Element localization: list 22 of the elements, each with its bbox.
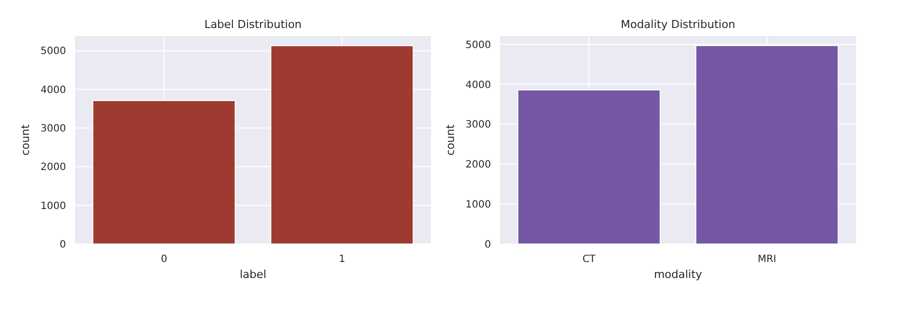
y-tick-label: 4000 bbox=[40, 84, 66, 96]
y-tick-label: 3000 bbox=[466, 120, 491, 131]
y-tick-label: 0 bbox=[484, 240, 491, 250]
y-tick-label: 0 bbox=[60, 240, 66, 250]
x-axis-title: label bbox=[240, 268, 266, 281]
x-axis-title: modality bbox=[654, 268, 703, 281]
x-tick-label: MRI bbox=[758, 254, 776, 265]
x-tick-label: 0 bbox=[160, 254, 168, 265]
chart-title: Label Distribution bbox=[204, 18, 302, 31]
y-tick-label: 4000 bbox=[466, 80, 491, 91]
y-tick-label: 2000 bbox=[40, 162, 66, 174]
y-axis-title: count bbox=[19, 124, 32, 156]
y-tick-label: 3000 bbox=[40, 124, 66, 135]
y-tick-label: 5000 bbox=[40, 46, 66, 58]
y-tick-label: 1000 bbox=[40, 200, 66, 212]
y-tick-label: 5000 bbox=[466, 40, 491, 51]
x-tick-label: 1 bbox=[338, 254, 346, 265]
y-tick-label: 1000 bbox=[466, 200, 491, 211]
chart-title: Modality Distribution bbox=[620, 18, 736, 31]
x-tick-label: CT bbox=[582, 254, 596, 265]
y-tick-label: 2000 bbox=[466, 160, 491, 171]
y-axis-title: count bbox=[444, 124, 457, 156]
